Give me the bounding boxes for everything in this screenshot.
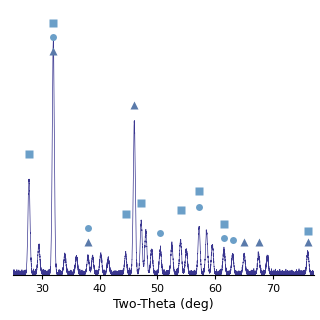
X-axis label: Two-Theta (deg): Two-Theta (deg): [113, 298, 213, 311]
